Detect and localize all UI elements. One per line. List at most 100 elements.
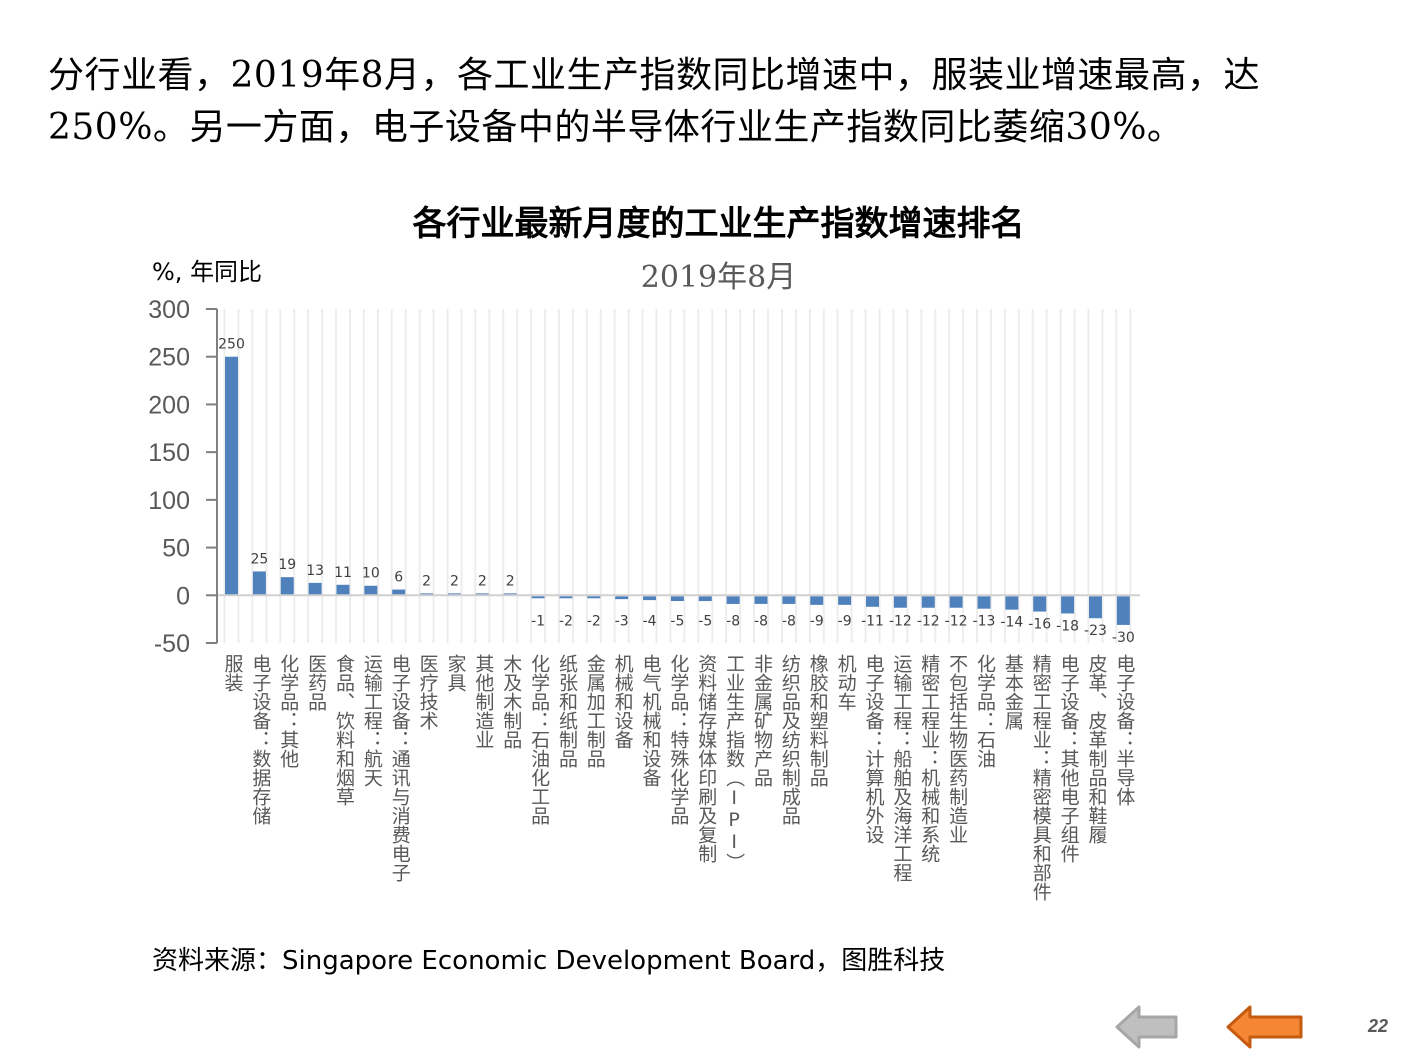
back-button[interactable] [1225,1004,1303,1050]
x-category-label: 医疗技术 [416,654,439,730]
bar [225,356,238,596]
data-label: 2 [506,573,515,589]
x-category-label: 工业生产指数（IPI） [723,654,746,872]
data-label: -2 [559,613,573,629]
data-label: -13 [973,614,996,630]
page-number: 22 [1368,1016,1389,1036]
y-tick-label: 100 [148,487,190,515]
bar [1116,596,1130,625]
data-label: -4 [643,613,657,629]
x-category-label: 皮革、皮革制品和鞋履 [1085,654,1108,844]
x-category-label: 金属加工制品 [583,654,606,768]
x-category-label: 橡胶和塑料制品 [806,654,829,787]
bar [1005,596,1019,610]
bar [392,589,406,596]
bar [1088,596,1102,619]
x-category-label: 不包括生物医药制造业 [946,654,969,844]
x-category-label: 化学品：石油 [973,654,996,768]
prev-page-button[interactable] [1114,1004,1180,1050]
x-category-label: 运输工程：航天 [360,654,383,787]
x-category-label: 服装 [221,654,244,692]
x-category-label: 木及木制品 [500,654,523,749]
bar [698,596,712,602]
data-label: -8 [754,613,768,629]
bar [615,596,629,600]
bar [949,596,963,608]
x-category-label: 其他制造业 [472,654,495,749]
chart-title: 各行业最新月度的工业生产指数增速排名 [412,204,1025,244]
data-label: -9 [838,613,852,629]
bar [893,596,907,608]
bar [782,596,796,604]
x-category-label: 电子设备：半导体 [1113,654,1136,806]
chart-subtitle: 2019年8月 [640,260,797,295]
bar [977,596,991,609]
y-tick-label: 200 [148,391,190,419]
data-label: 2 [450,573,459,589]
bar [643,596,657,601]
x-category-label: 机械和设备 [611,654,634,749]
data-label: -2 [587,613,601,629]
x-category-label: 电子设备：通讯与消费电子 [388,654,411,882]
x-category-label: 资料储存媒体印刷及复制 [695,654,718,863]
y-tick-label: 0 [176,582,190,610]
axes [206,308,1140,644]
y-axis-unit-label: %, 年同比 [152,258,263,286]
x-category-label: 医药品 [305,654,328,711]
x-category-label: 机动车 [834,654,857,711]
data-label: -16 [1028,617,1051,633]
data-label: -1 [531,613,545,629]
bar [1061,596,1075,614]
x-category-label: 运输工程：船舶及海洋工程 [890,654,913,882]
x-category-label: 化学品：其他 [277,654,300,768]
data-label: -8 [726,613,740,629]
bar [866,596,880,607]
y-tick-label: 150 [148,439,190,467]
x-category-label: 化学品：特殊化学品 [667,654,690,825]
bar [280,577,294,596]
data-label: 250 [218,337,245,353]
bar [1033,596,1047,612]
bar [559,596,573,599]
data-label: -18 [1056,618,1079,634]
data-label: -12 [917,613,940,629]
x-category-label: 电子设备：数据存储 [249,654,272,825]
x-category-label: 精密工程业：机械和系统 [918,654,941,863]
data-label: -9 [810,613,824,629]
x-category-label: 化学品：石油化工品 [528,654,551,825]
data-label: 19 [278,557,296,573]
left-arrow-orange-icon [1226,1005,1303,1049]
data-label: 6 [394,570,403,586]
x-category-label: 电气机械和设备 [639,654,662,787]
data-label: -8 [782,613,796,629]
bar [838,596,852,605]
gridlines [223,309,1132,643]
data-label: 13 [306,563,324,579]
x-category-label: 家具 [444,654,467,692]
bars [225,356,1130,625]
bar [308,582,322,596]
data-labels: 250 25 19 13 11 10 6 2 2 2 2 -1 -2 -2 -3 -4 -5 -5 -8 -8 -8 -9… [218,337,1135,646]
data-label: -30 [1112,630,1135,646]
bar [364,585,378,596]
y-tick-label: 250 [148,344,190,372]
y-tick-labels: 300 250 200 150 100 50 0 -50 [148,296,190,658]
data-label: -14 [1000,615,1023,631]
x-category-label: 精密工程业：精密模具和部件 [1029,654,1052,901]
y-tick-label: 300 [148,296,190,324]
bar [531,596,545,599]
data-label: 10 [362,566,380,582]
data-label: 11 [334,565,352,581]
data-label: -12 [889,613,912,629]
bar [252,571,266,596]
bar [726,596,740,604]
x-category-label: 电子设备：其他电子组件 [1057,654,1080,863]
data-label: -11 [861,613,884,629]
bar [587,596,601,599]
data-label: 2 [478,573,487,589]
bar [810,596,824,605]
bar [336,584,350,596]
data-label: 2 [422,573,431,589]
data-label: 25 [250,551,268,567]
